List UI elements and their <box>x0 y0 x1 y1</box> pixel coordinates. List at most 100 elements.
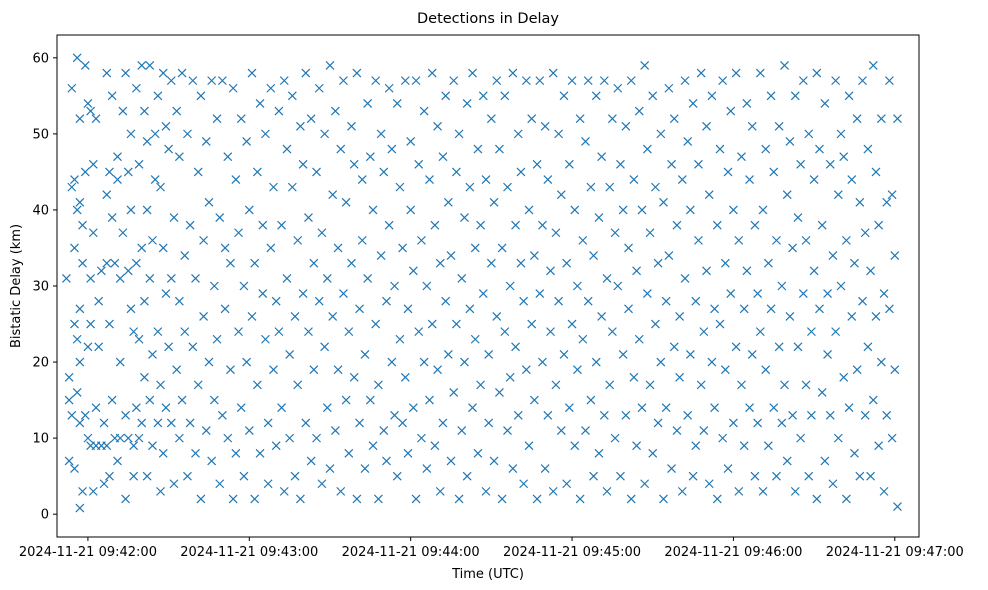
data-point <box>774 121 784 131</box>
data-point <box>753 289 763 299</box>
data-point <box>449 388 459 397</box>
data-point <box>161 121 171 131</box>
data-point <box>398 418 408 428</box>
data-point <box>863 342 873 352</box>
data-point <box>328 311 338 321</box>
data-point <box>833 433 843 443</box>
data-point <box>201 426 211 435</box>
data-point <box>422 281 432 291</box>
data-point <box>513 129 523 139</box>
data-point <box>640 479 650 489</box>
data-point <box>508 464 518 473</box>
y-tick-label: 30 <box>32 280 49 295</box>
data-point <box>737 152 746 162</box>
data-point <box>177 68 187 78</box>
data-point <box>559 91 569 101</box>
data-point <box>123 266 133 276</box>
data-point <box>105 471 114 481</box>
data-point <box>255 99 265 108</box>
data-point <box>131 403 141 413</box>
data-point <box>156 486 165 496</box>
data-point <box>527 114 537 124</box>
data-point <box>239 471 249 481</box>
data-point <box>747 121 757 131</box>
data-point <box>72 334 82 344</box>
data-point <box>425 395 434 405</box>
data-point <box>427 319 437 329</box>
data-point <box>468 403 477 413</box>
data-point <box>492 311 502 321</box>
data-point <box>841 494 851 504</box>
data-point <box>406 137 416 146</box>
data-point <box>680 76 690 86</box>
data-point <box>110 258 120 268</box>
data-point <box>850 258 859 268</box>
data-point <box>887 190 897 200</box>
data-point <box>486 114 496 124</box>
data-point <box>780 60 789 70</box>
data-point <box>266 243 276 253</box>
data-point <box>710 304 720 314</box>
data-point <box>341 395 351 405</box>
data-point <box>274 327 284 337</box>
data-point <box>191 448 200 458</box>
data-point <box>83 433 93 443</box>
data-point <box>336 486 346 496</box>
data-point <box>836 129 846 139</box>
data-point <box>629 175 639 184</box>
data-point <box>309 258 319 268</box>
data-point <box>320 129 330 139</box>
data-point <box>290 471 300 481</box>
data-point <box>330 106 340 116</box>
data-point <box>583 296 593 306</box>
data-point <box>642 144 652 154</box>
data-point <box>521 76 531 86</box>
data-point <box>156 380 165 390</box>
data-point <box>234 228 243 238</box>
data-point <box>815 304 824 314</box>
data-point <box>166 76 176 86</box>
data-point <box>451 167 461 177</box>
data-point <box>164 144 174 154</box>
data-point <box>672 220 682 230</box>
data-point <box>363 273 373 283</box>
data-point <box>252 167 262 177</box>
chart-title: Detections in Delay <box>417 11 559 27</box>
data-point <box>481 486 491 496</box>
data-point <box>352 494 362 504</box>
data-point <box>607 114 617 124</box>
data-point <box>755 327 765 337</box>
data-point <box>347 258 356 268</box>
data-point <box>731 342 741 352</box>
data-point <box>70 319 79 329</box>
data-point <box>88 159 98 169</box>
data-point <box>605 182 615 192</box>
data-point <box>626 494 636 504</box>
data-point <box>505 372 515 382</box>
data-point <box>567 76 577 86</box>
data-point <box>196 91 206 101</box>
data-point <box>538 357 547 367</box>
data-point <box>99 479 109 489</box>
data-point <box>220 243 230 253</box>
data-point <box>317 228 327 238</box>
data-point <box>599 76 609 86</box>
data-point <box>876 357 886 367</box>
data-point <box>86 273 96 283</box>
data-point <box>314 83 324 93</box>
data-point <box>400 372 410 382</box>
data-point <box>279 76 289 86</box>
data-point <box>142 205 152 215</box>
data-point <box>632 266 642 276</box>
data-point <box>656 357 666 367</box>
data-point <box>675 372 685 382</box>
data-point <box>470 334 480 344</box>
data-point <box>339 289 348 299</box>
data-point <box>481 175 491 184</box>
data-point <box>239 281 249 291</box>
x-tick-label: 2024-11-21 09:43:00 <box>180 545 318 560</box>
data-point <box>540 121 550 131</box>
data-point <box>215 213 225 222</box>
data-point <box>158 68 168 78</box>
